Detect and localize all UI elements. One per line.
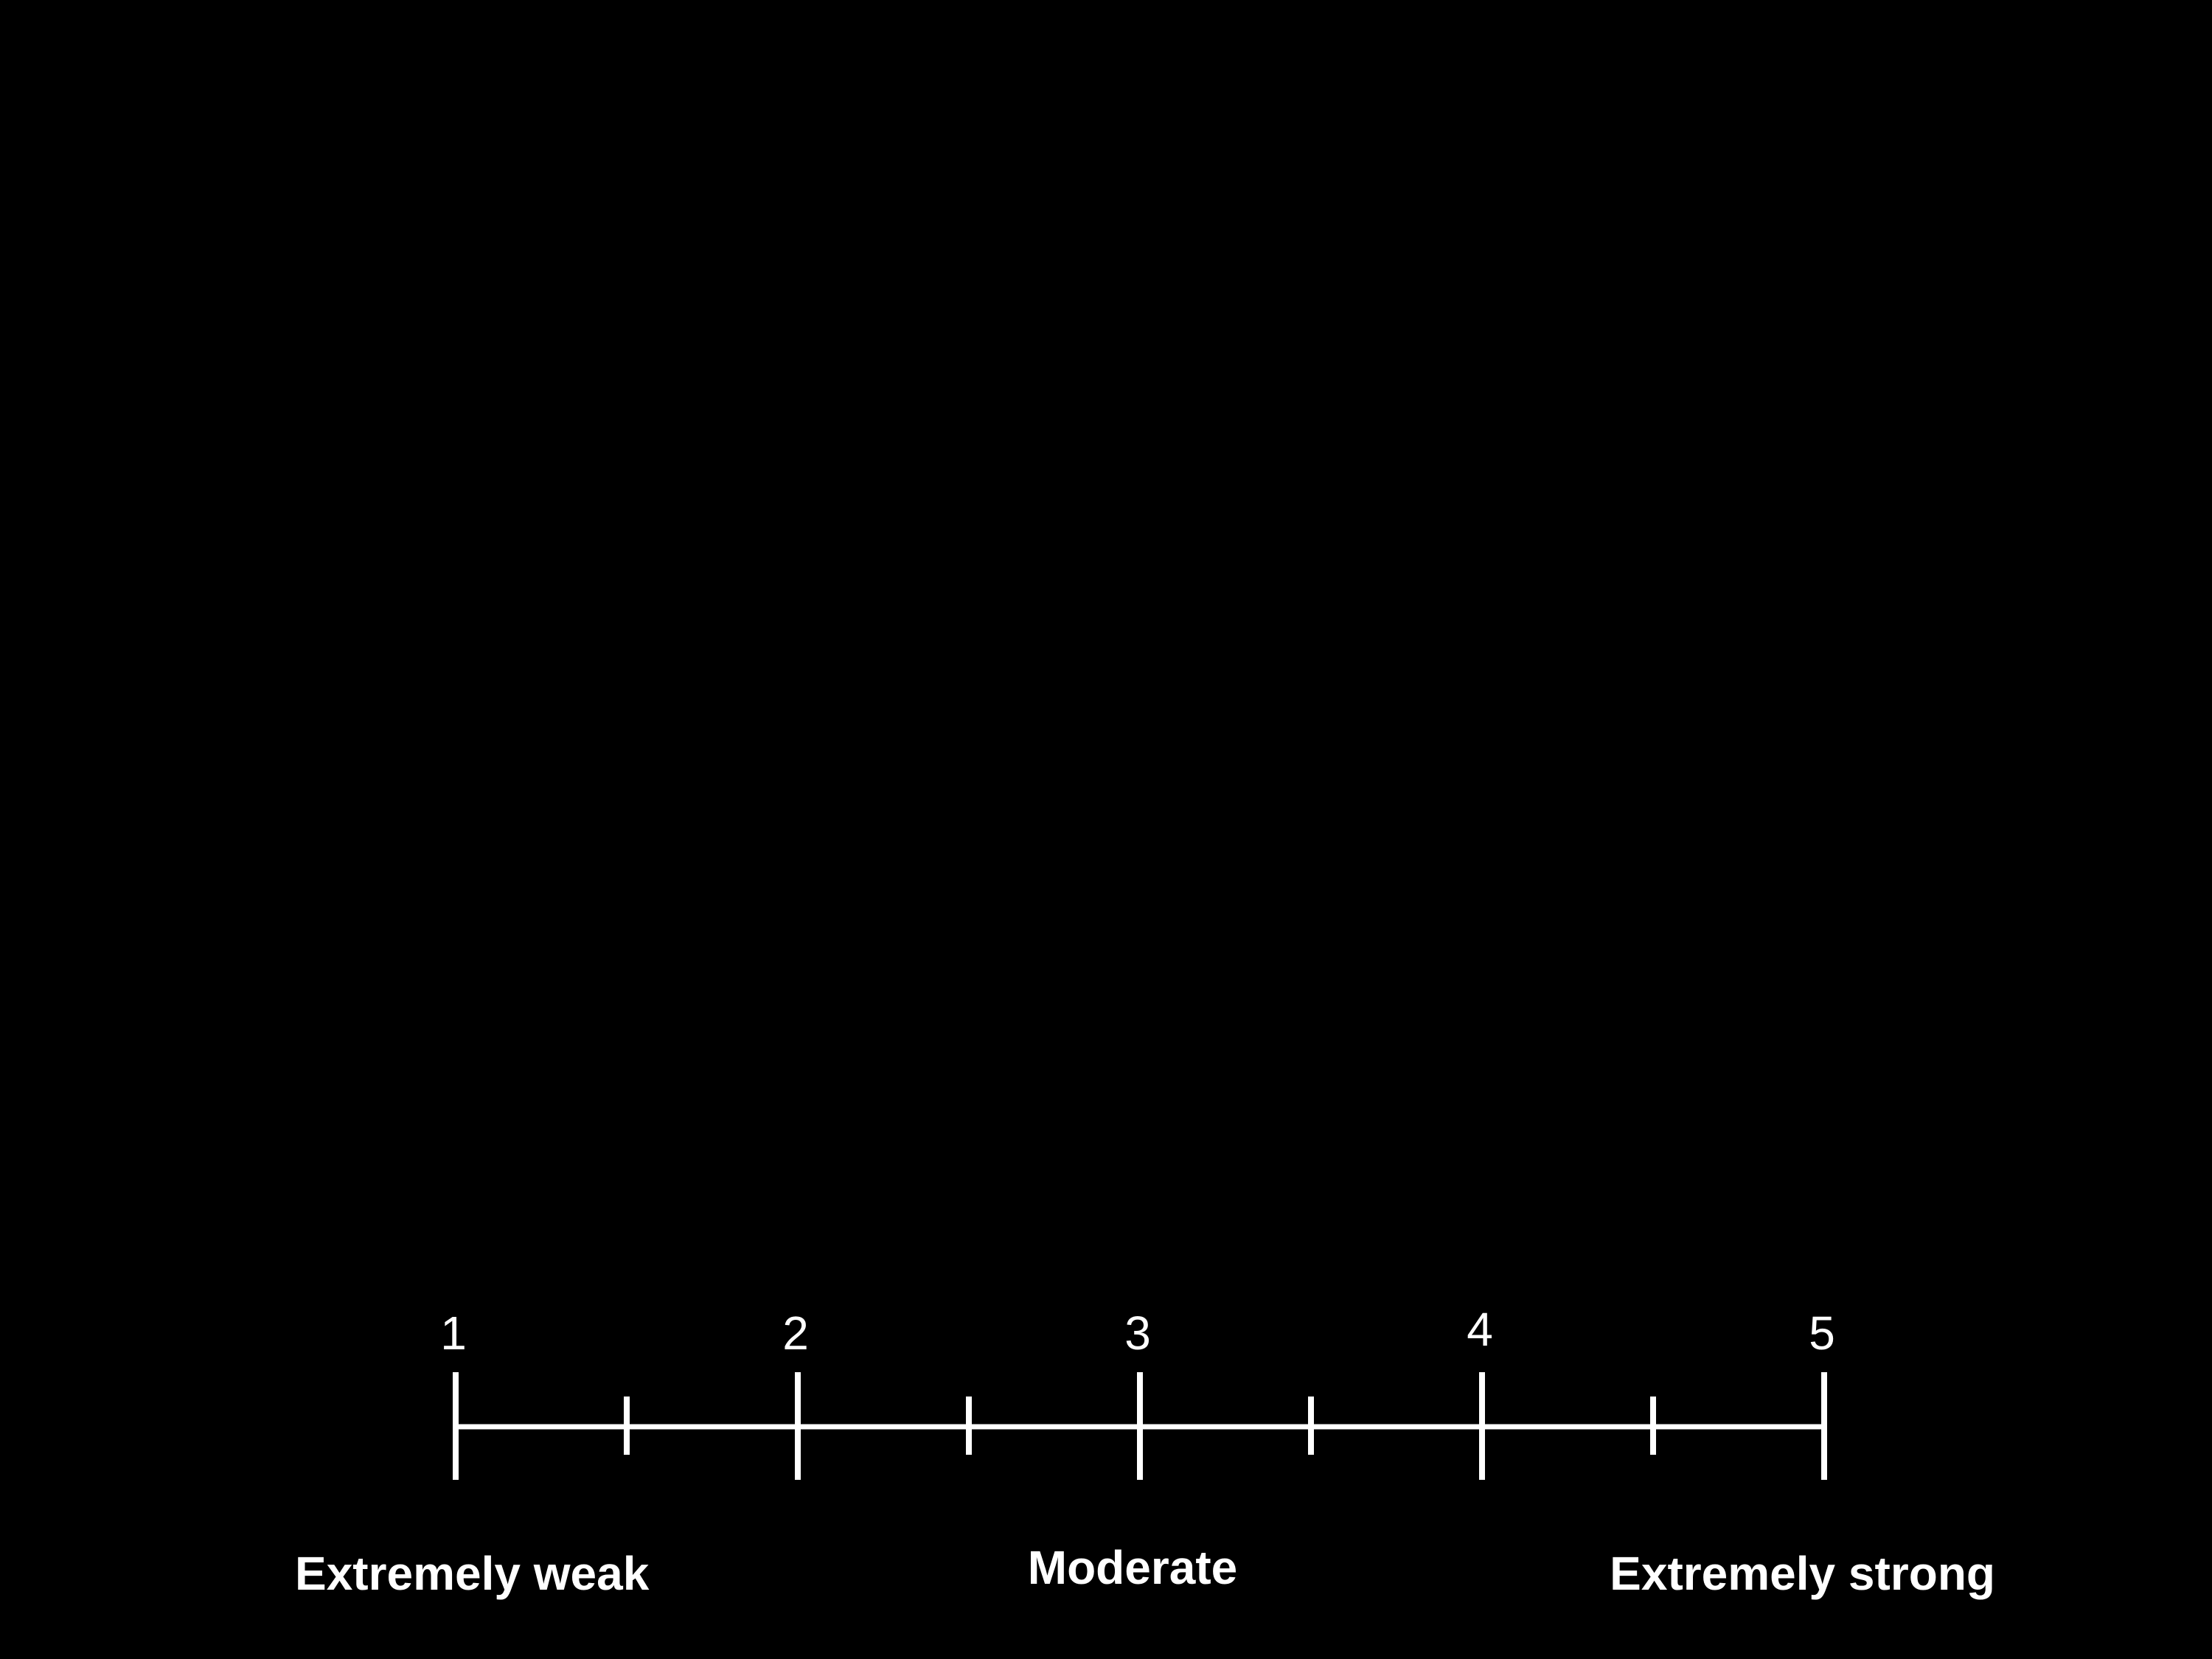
anchor-label-mid: Moderate (1028, 1541, 1238, 1594)
tick-label-2: 2 (782, 1307, 809, 1360)
major-ticks (453, 1372, 1827, 1480)
tick-label-3: 3 (1124, 1307, 1151, 1360)
tick-label-5: 5 (1809, 1307, 1835, 1360)
anchor-label-low: Extremely weak (295, 1547, 650, 1600)
tick-label-1: 1 (440, 1307, 467, 1360)
tick-label-4: 4 (1467, 1303, 1493, 1356)
tick-labels: 1 2 3 4 5 (440, 1303, 1835, 1360)
minor-ticks (624, 1397, 1656, 1455)
anchor-label-high: Extremely strong (1610, 1547, 1995, 1600)
